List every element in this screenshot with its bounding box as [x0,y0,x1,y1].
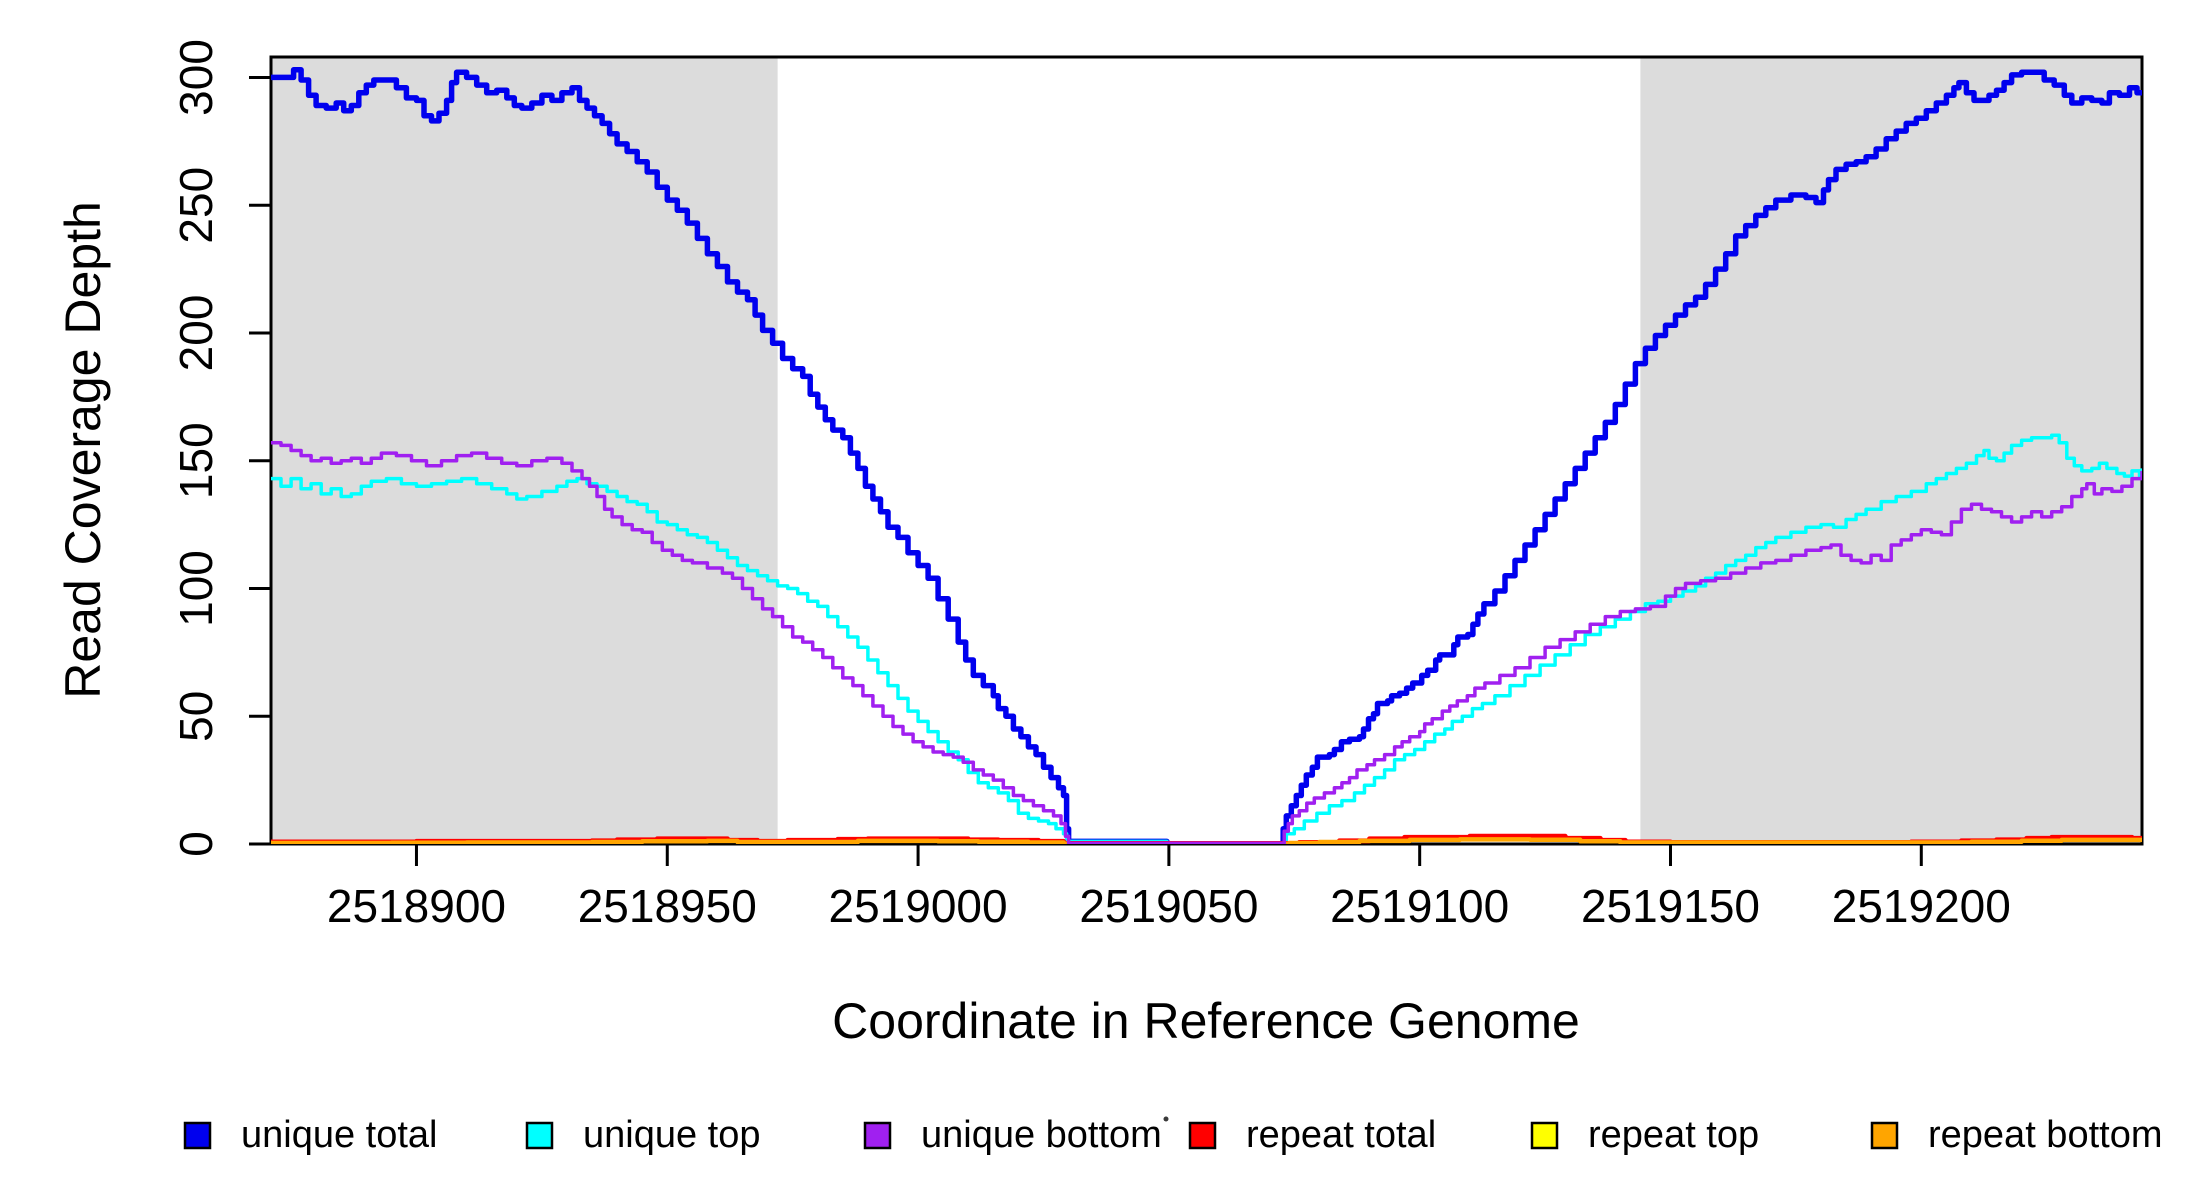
legend-item-repeat-top: repeat top [1530,1114,1759,1156]
series-unique-top [271,433,2142,844]
shaded-band-1 [271,57,778,844]
y-tick-label: 100 [170,550,222,627]
stray-dot [1163,1116,1169,1122]
x-axis-title: Coordinate in Reference Genome [832,993,1580,1049]
legend-label: unique total [241,1114,438,1156]
shaded-coverage-bands [271,57,2142,844]
legend-item-repeat-total: repeat total [1188,1114,1436,1156]
legend-item-unique-top: unique top [525,1114,761,1156]
legend-label: repeat top [1588,1114,1759,1156]
coverage-series [271,67,2142,844]
y-tick-label: 150 [170,422,222,499]
x-tick-label: 2519200 [1832,880,2011,932]
legend-swatch-unique-total [183,1121,212,1150]
x-tick-label: 2519050 [1079,880,1258,932]
legend-swatch-repeat-bottom [1870,1121,1899,1150]
legend-label: unique bottom [921,1114,1162,1156]
legend-label: repeat bottom [1928,1114,2162,1156]
y-tick-label: 200 [170,295,222,372]
legend-swatch-unique-top [525,1121,554,1150]
legend-swatch-repeat-top [1530,1121,1559,1150]
series-repeat-bottom [271,837,2142,844]
x-tick-label: 2519100 [1330,880,1509,932]
legend: unique total unique top unique bottom repea… [183,1114,2162,1156]
shaded-band-2 [1640,57,2142,844]
legend-label: repeat total [1246,1114,1436,1156]
x-axis: 2518900 2518950 2519000 2519050 2519100 25191… [327,844,2011,932]
y-tick-label: 0 [170,831,222,857]
x-tick-label: 2518900 [327,880,506,932]
x-tick-label: 2518950 [578,880,757,932]
y-axis-title: Read Coverage Depth [55,201,111,699]
y-tick-label: 300 [170,39,222,116]
legend-label: unique top [583,1114,761,1156]
series-unique-bottom [271,441,2142,844]
legend-swatch-unique-bottom [863,1121,892,1150]
series-unique-total [271,67,2142,844]
y-tick-label: 250 [170,167,222,244]
legend-item-repeat-bottom: repeat bottom [1870,1114,2162,1156]
x-tick-label: 2519150 [1581,880,1760,932]
legend-item-unique-total: unique total [183,1114,438,1156]
x-tick-label: 2519000 [829,880,1008,932]
y-tick-label: 50 [170,691,222,742]
legend-swatch-repeat-total [1188,1121,1217,1150]
legend-item-unique-bottom: unique bottom [863,1114,1162,1156]
y-axis: 0 50 100 150 200 250 300 [170,39,271,857]
